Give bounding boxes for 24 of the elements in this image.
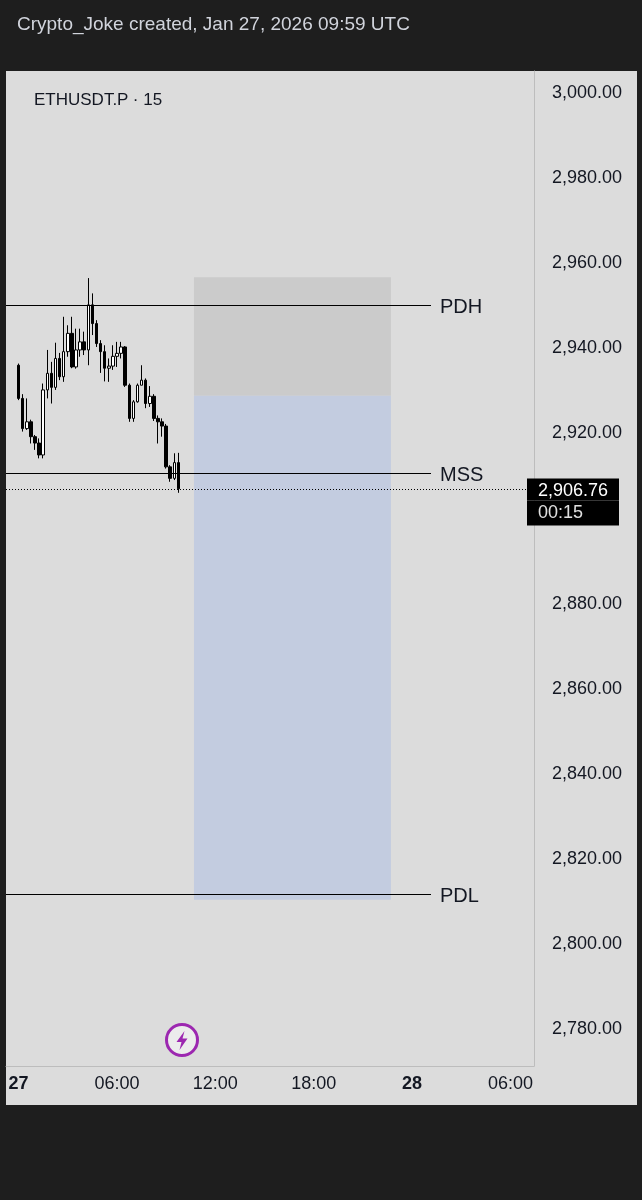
text: Crypto_Joke created, Jan 27, 2026 09:59 UTC [17,13,410,35]
text: ETHUSDT.P · 15 [34,90,163,109]
y-tick-label: 2,960.00 [551,252,622,273]
y-tick-label: 2,840.00 [551,762,622,783]
ref-line-label: PDH [440,294,483,317]
ref-line-label: PDL [440,883,479,906]
y-tick-label: 2,880.00 [551,592,622,613]
y-tick-label: 2,980.00 [551,167,622,188]
y-tick-label: 2,820.00 [551,847,622,868]
ref-line-label: 2,906.76 [538,479,609,500]
y-tick-label: 2,920.00 [551,422,622,443]
y-tick-label: 2,940.00 [551,337,622,358]
x-tick-label: 18:00 [291,1073,337,1093]
y-tick-label: 2,800.00 [551,932,622,953]
ref-line-label: MSS [440,462,484,485]
x-tick-label: 27 [8,1073,29,1093]
x-tick-label: 06:00 [487,1073,534,1093]
y-tick-label: 2,780.00 [551,1017,622,1038]
x-tick-label: 12:00 [192,1073,238,1093]
text: 00:15 [538,501,584,522]
y-tick-label: 2,860.00 [551,677,622,698]
x-tick-label: 28 [402,1073,423,1093]
x-tick-label: 06:00 [94,1073,140,1093]
y-tick-label: 3,000.00 [551,82,622,103]
